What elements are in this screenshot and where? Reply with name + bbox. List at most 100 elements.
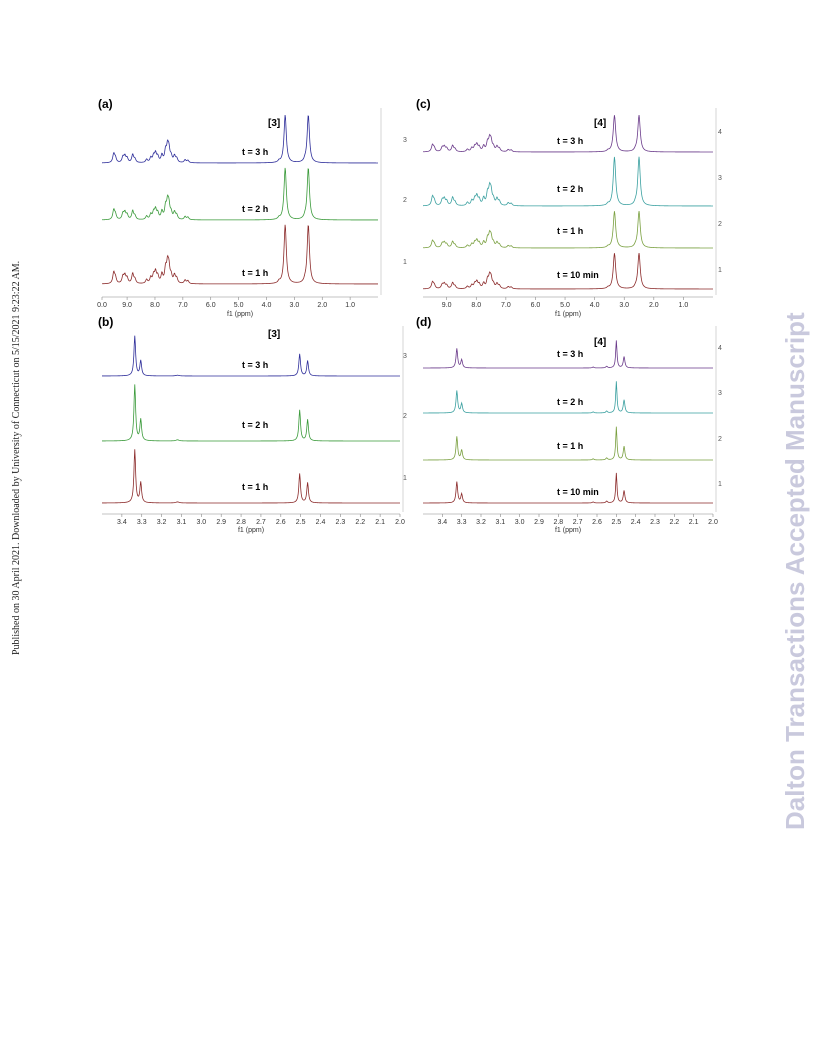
trace-row-number: 1 [718, 267, 722, 274]
x-tick-label: 3.1 [177, 519, 187, 526]
spectrum-trace [101, 224, 378, 285]
panel-c: (c) [4] 9.0 8.0 7.0 6.0 5.0 4.0 3.0 2.0 1.0 f1 (ppm… [416, 97, 722, 318]
x-tick-label: 3.3 [457, 519, 467, 526]
trace-row-number: 2 [718, 221, 722, 228]
x-tick-label: 8.0 [471, 302, 481, 309]
x-axis-label: f1 (ppm) [555, 311, 581, 318]
x-tick-label: 2.9 [534, 519, 544, 526]
x-tick-label: 3.2 [476, 519, 486, 526]
panel-label: (c) [416, 97, 431, 111]
x-tick-label: 2.0 [395, 519, 405, 526]
x-tick-label: 3.3 [137, 519, 147, 526]
publication-note-text: Published on 30 April 2021. Downloaded b… [11, 261, 22, 655]
x-axis-label: f1 (ppm) [238, 527, 264, 534]
x-tick-label: 3.4 [437, 519, 447, 526]
spectrum-trace [102, 384, 400, 442]
x-tick-label: 2.2 [669, 519, 679, 526]
x-tick-label: 8.0 [150, 302, 160, 309]
x-tick-label: 2.4 [631, 519, 641, 526]
trace-row-number: 2 [718, 436, 722, 443]
x-tick-label: 2.1 [689, 519, 699, 526]
spectrum-trace [102, 335, 400, 377]
trace-time-label: t = 3 h [242, 360, 268, 370]
spectrum-trace [101, 167, 378, 221]
compound-label: [3] [268, 329, 280, 340]
x-tick-label: 2.7 [573, 519, 583, 526]
trace-time-label: t = 2 h [242, 420, 268, 430]
trace-row-number: 1 [718, 481, 722, 488]
x-tick-label: 3.4 [117, 519, 127, 526]
x-tick-label: 2.3 [650, 519, 660, 526]
panel-label: (b) [98, 315, 113, 329]
x-tick-label: 2.0 [317, 302, 327, 309]
x-tick-label: 9.0 [442, 302, 452, 309]
trace-time-label: t = 2 h [557, 397, 583, 407]
x-tick-label: 0.0 [97, 302, 107, 309]
panel-d: (d) [4] 3.4 3.3 3.2 3.1 3.0 2.9 2.8 2.7 2.6 2.5 2.4 2… [416, 315, 722, 534]
trace-time-label: t = 1 h [242, 268, 268, 278]
trace-time-label: t = 3 h [242, 147, 268, 157]
x-tick-label: 4.0 [262, 302, 272, 309]
spectrum-trace [423, 340, 713, 369]
compound-label: [4] [594, 118, 606, 129]
x-tick-label: 3.0 [619, 302, 629, 309]
trace-row-number: 4 [718, 345, 722, 352]
x-tick-label: 5.0 [560, 302, 570, 309]
trace-time-label: t = 1 h [557, 441, 583, 451]
x-tick-label: 7.0 [501, 302, 511, 309]
x-axis-label: f1 (ppm) [555, 527, 581, 534]
x-tick-label: 2.4 [316, 519, 326, 526]
trace-row-number: 1 [403, 259, 407, 266]
trace-row-number: 2 [403, 413, 407, 420]
compound-label: [3] [268, 118, 280, 129]
trace-time-label: t = 2 h [242, 204, 268, 214]
x-axis-label: f1 (ppm) [227, 311, 253, 318]
x-tick-label: 3.2 [157, 519, 167, 526]
x-tick-label: 2.2 [355, 519, 365, 526]
x-tick-label: 2.9 [216, 519, 226, 526]
x-tick-label: 6.0 [531, 302, 541, 309]
spectrum-trace [422, 114, 714, 153]
x-tick-label: 4.0 [590, 302, 600, 309]
spectrum-trace [422, 253, 713, 290]
trace-row-number: 2 [403, 197, 407, 204]
trace-time-label: t = 2 h [557, 184, 583, 194]
x-tick-label: 2.6 [276, 519, 286, 526]
x-tick-label: 2.0 [649, 302, 659, 309]
spectrum-trace [423, 426, 713, 461]
spectrum-trace [422, 210, 714, 249]
x-tick-label: 3.1 [495, 519, 505, 526]
panel-a: (a) [3] 0.0 9.0 8.0 7.0 6.0 5.0 4.0 3.0 2.0 1.0 f1 (… [97, 97, 407, 318]
x-tick-label: 6.0 [206, 302, 216, 309]
x-tick-label: 2.8 [553, 519, 563, 526]
x-tick-label: 7.0 [178, 302, 188, 309]
x-tick-label: 2.1 [375, 519, 385, 526]
accepted-manuscript-watermark: Dalton Transactions Accepted Manuscript [780, 312, 810, 830]
x-tick-label: 2.0 [708, 519, 718, 526]
publication-note: Published on 30 April 2021. Downloaded b… [11, 261, 22, 655]
trace-time-label: t = 1 h [242, 482, 268, 492]
panel-b: (b) [3] 3.4 3.3 3.2 3.1 3.0 2.9 2.8 2.7 2.6 2.5 2.4 2… [98, 315, 407, 534]
x-tick-label: 3.0 [196, 519, 206, 526]
watermark-text: Dalton Transactions Accepted Manuscript [780, 312, 810, 830]
spectrum-trace [101, 449, 400, 504]
spectrum-trace [101, 114, 378, 164]
panel-label: (a) [98, 97, 113, 111]
x-tick-label: 2.5 [611, 519, 621, 526]
trace-row-number: 4 [718, 129, 722, 136]
trace-time-label: t = 3 h [557, 136, 583, 146]
trace-row-number: 3 [718, 175, 722, 182]
trace-time-label: t = 10 min [557, 487, 599, 497]
x-tick-label: 3.0 [515, 519, 525, 526]
trace-row-number: 3 [718, 390, 722, 397]
trace-time-label: t = 1 h [557, 226, 583, 236]
x-tick-label: 5.0 [234, 302, 244, 309]
x-tick-label: 2.5 [296, 519, 306, 526]
x-tick-label: 2.7 [256, 519, 266, 526]
x-tick-label: 2.6 [592, 519, 602, 526]
trace-row-number: 3 [403, 353, 407, 360]
x-tick-label: 9.0 [122, 302, 132, 309]
x-tick-label: 1.0 [345, 302, 355, 309]
trace-row-number: 1 [403, 475, 407, 482]
